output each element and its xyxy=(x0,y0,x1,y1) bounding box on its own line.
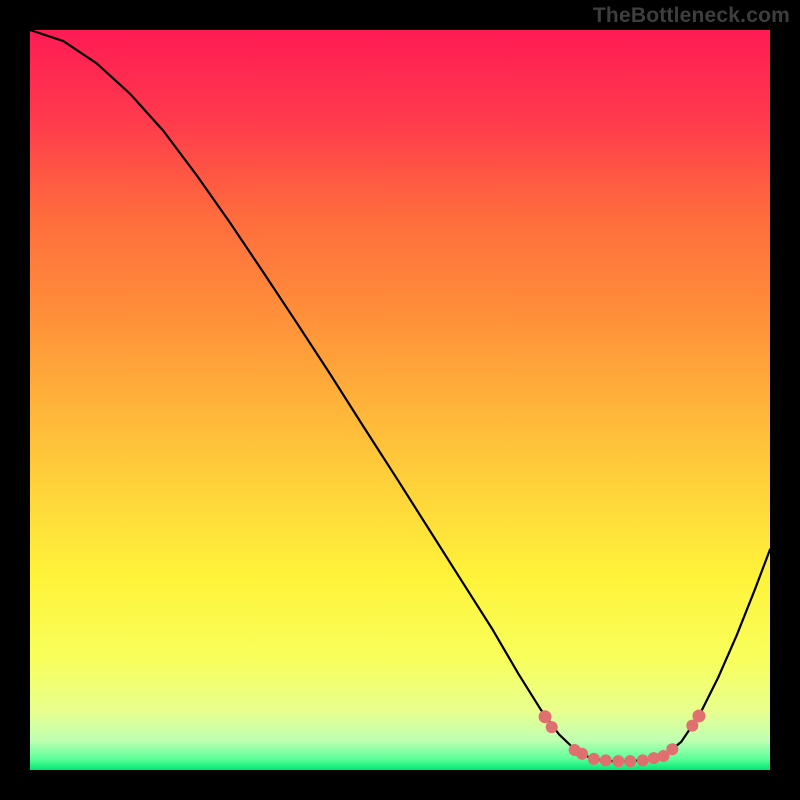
optimal-marker xyxy=(588,753,600,765)
optimal-marker xyxy=(637,754,649,766)
watermark-text: TheBottleneck.com xyxy=(593,4,790,28)
optimal-marker xyxy=(612,755,624,767)
heatmap-background xyxy=(30,30,770,770)
chart-frame: TheBottleneck.com xyxy=(0,0,800,800)
optimal-marker xyxy=(539,710,552,723)
optimal-marker xyxy=(546,721,558,733)
optimal-marker xyxy=(624,755,636,767)
optimal-marker xyxy=(692,709,705,722)
bottleneck-chart xyxy=(30,30,770,770)
plot-area xyxy=(30,30,770,770)
optimal-marker xyxy=(666,743,678,755)
optimal-marker xyxy=(576,748,588,760)
optimal-marker xyxy=(600,754,612,766)
